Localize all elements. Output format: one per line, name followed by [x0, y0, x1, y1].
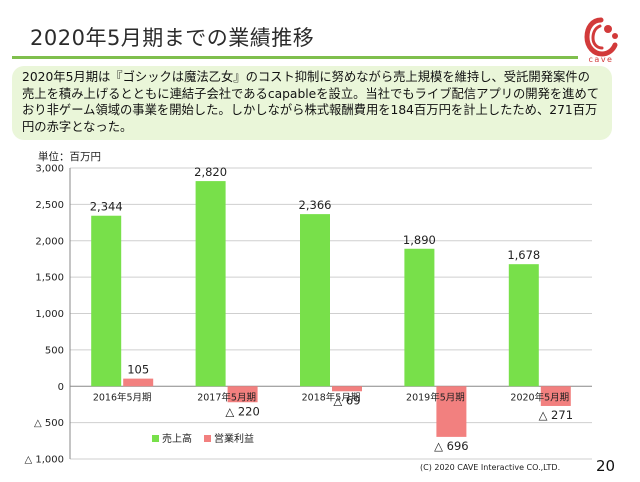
logo-text: cave	[588, 55, 614, 64]
copyright-footer: (C) 2020 CAVE Interactive CO.,LTD.	[420, 463, 561, 472]
y-tick-label: 3,000	[35, 164, 64, 175]
page-title: 2020年5月期までの業績推移	[30, 26, 315, 50]
sales-bar	[508, 264, 539, 387]
category-label: 2019年5月期	[406, 391, 465, 403]
legend-label: 売上高	[162, 432, 192, 445]
operating-profit-value-label: △ 696	[434, 439, 468, 453]
operating-profit-bar	[227, 386, 258, 403]
y-tick-label: 1,000	[35, 309, 64, 320]
summary-text: 2020年5月期は『ゴシックは魔法乙女』のコスト抑制に努めながら売上規模を維持し…	[22, 70, 600, 134]
sales-bar	[195, 181, 226, 387]
y-tick-label: 1,500	[35, 273, 64, 284]
y-tick-label: △ 1,000	[25, 455, 65, 466]
sales-bar	[300, 214, 330, 387]
sales-value-label: 1,890	[403, 233, 436, 247]
unit-label: 単位：百万円	[38, 151, 101, 163]
sales-value-label: 1,678	[507, 248, 540, 262]
legend-label: 営業利益	[214, 432, 254, 445]
y-tick-label: △ 500	[34, 418, 64, 429]
category-label: 2017年5月期	[197, 391, 256, 403]
operating-profit-bar	[540, 386, 571, 406]
cave-logo-icon	[584, 17, 618, 57]
category-label: 2016年5月期	[93, 391, 152, 403]
sales-value-label: 2,366	[299, 198, 332, 212]
legend-swatch	[152, 435, 159, 442]
operating-profit-bar	[332, 386, 362, 392]
sales-value-label: 2,344	[90, 200, 123, 214]
operating-profit-value-label: △ 220	[225, 404, 259, 418]
category-label: 2020年5月期	[510, 391, 569, 403]
page-number: 20	[596, 457, 616, 475]
category-label: 2018年5月期	[302, 391, 361, 403]
operating-profit-value-label: △ 69	[333, 393, 360, 407]
operating-profit-value-label: △ 271	[539, 408, 573, 422]
y-tick-label: 2,500	[35, 200, 64, 211]
sales-bar	[91, 215, 122, 387]
operating-profit-bar	[123, 378, 154, 387]
y-tick-label: 2,000	[35, 236, 64, 247]
y-tick-label: 500	[45, 345, 64, 356]
title-underline	[12, 56, 578, 59]
y-tick-label: 0	[58, 382, 64, 393]
summary-box: 2020年5月期は『ゴシックは魔法乙女』のコスト抑制に努めながら売上規模を維持し…	[12, 66, 612, 140]
operating-profit-value-label: 105	[127, 363, 149, 377]
sales-bar	[404, 248, 435, 387]
sales-value-label: 2,820	[194, 165, 227, 179]
legend-swatch	[204, 435, 211, 442]
operating-profit-bar	[436, 386, 467, 437]
